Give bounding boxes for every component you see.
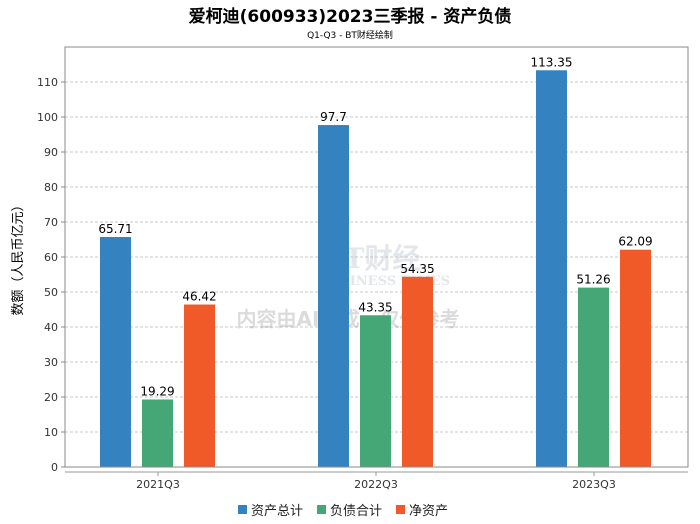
y-tick-label: 70: [44, 216, 58, 229]
y-tick-label: 90: [44, 146, 58, 159]
x-tick-label: 2023Q3: [572, 478, 616, 491]
y-tick-label: 10: [44, 426, 58, 439]
bar-资产总计: [100, 237, 131, 467]
chart-title: 爱柯迪(600933)2023三季报 - 资产负债: [189, 6, 512, 27]
y-tick-label: 30: [44, 356, 58, 369]
legend-swatch: [317, 505, 326, 514]
data-label: 113.35: [531, 55, 573, 69]
data-label: 51.26: [576, 273, 610, 287]
y-tick-label: 110: [37, 76, 58, 89]
legend-label: 负债合计: [330, 504, 382, 519]
y-axis-label: 数额（人民币亿元）: [11, 198, 26, 315]
y-tick-label: 60: [44, 251, 58, 264]
chart-subtitle: Q1-Q3 - BT财经绘制: [307, 29, 393, 41]
y-tick-label: 0: [51, 461, 58, 474]
x-tick-label: 2021Q3: [136, 478, 180, 491]
bar-负债合计: [578, 287, 609, 467]
data-label: 97.7: [320, 110, 347, 124]
data-label: 19.29: [140, 384, 174, 398]
bar-负债合计: [142, 399, 173, 467]
y-tick-label: 100: [37, 111, 58, 124]
bar-资产总计: [318, 125, 349, 468]
bar-负债合计: [360, 315, 391, 467]
bar-净资产: [184, 304, 215, 467]
data-label: 54.35: [400, 262, 434, 276]
y-tick-label: 40: [44, 321, 58, 334]
data-label: 46.42: [182, 290, 216, 304]
bar-净资产: [620, 249, 651, 467]
bar-净资产: [402, 276, 433, 467]
bar-资产总计: [536, 70, 567, 468]
legend-label: 净资产: [409, 504, 448, 519]
y-tick-label: 50: [44, 286, 58, 299]
data-label: 65.71: [98, 222, 132, 236]
legend-label: 资产总计: [251, 504, 303, 519]
y-tick-label: 80: [44, 181, 58, 194]
x-tick-label: 2022Q3: [354, 478, 398, 491]
legend-swatch: [396, 505, 405, 514]
data-label: 43.35: [358, 300, 392, 314]
plot-frame: [64, 46, 689, 468]
legend-swatch: [238, 505, 247, 514]
data-label: 62.09: [618, 235, 652, 249]
y-tick-label: 20: [44, 391, 58, 404]
